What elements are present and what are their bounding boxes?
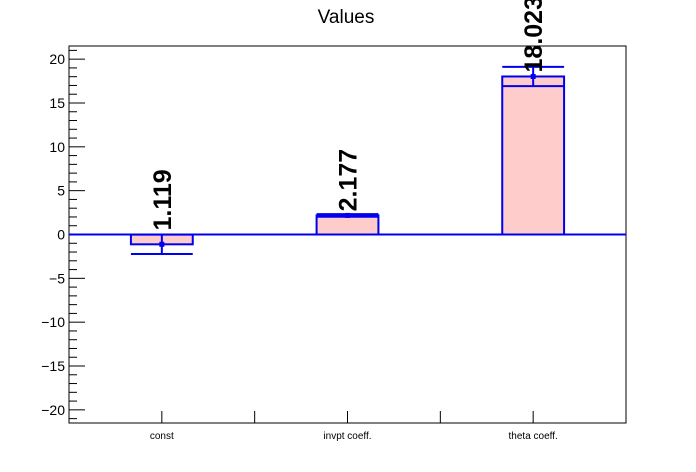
x-axis: const invpt coeff. theta coeff. — [150, 411, 558, 442]
y-tick-label: −5 — [49, 270, 65, 286]
y-tick-label: −15 — [41, 358, 65, 374]
bar — [315, 214, 380, 236]
x-category-label: const — [150, 431, 174, 442]
y-tick-label: 5 — [57, 183, 65, 199]
y-tick-label: 20 — [49, 51, 65, 67]
bar — [501, 75, 566, 236]
bar-value-label: 18.023 — [520, 0, 548, 72]
bar-value-labels: 1.119 2.177 18.023 — [149, 0, 548, 231]
y-tick-label: 10 — [49, 139, 65, 155]
x-category-label: invpt coeff. — [323, 431, 371, 442]
point-marker — [345, 212, 350, 218]
bar-value-label: 1.119 — [149, 169, 177, 230]
x-category-label: theta coeff. — [509, 431, 558, 442]
y-tick-label: 0 — [57, 227, 65, 243]
y-tick-label: −20 — [41, 402, 65, 418]
chart-title: Values — [318, 7, 375, 28]
y-tick-label: −10 — [41, 314, 65, 330]
point-marker — [159, 241, 165, 247]
y-tick-label: 15 — [49, 95, 65, 111]
point-marker — [530, 73, 536, 79]
error-bars — [130, 65, 565, 255]
bar-value-label: 2.177 — [335, 149, 363, 212]
